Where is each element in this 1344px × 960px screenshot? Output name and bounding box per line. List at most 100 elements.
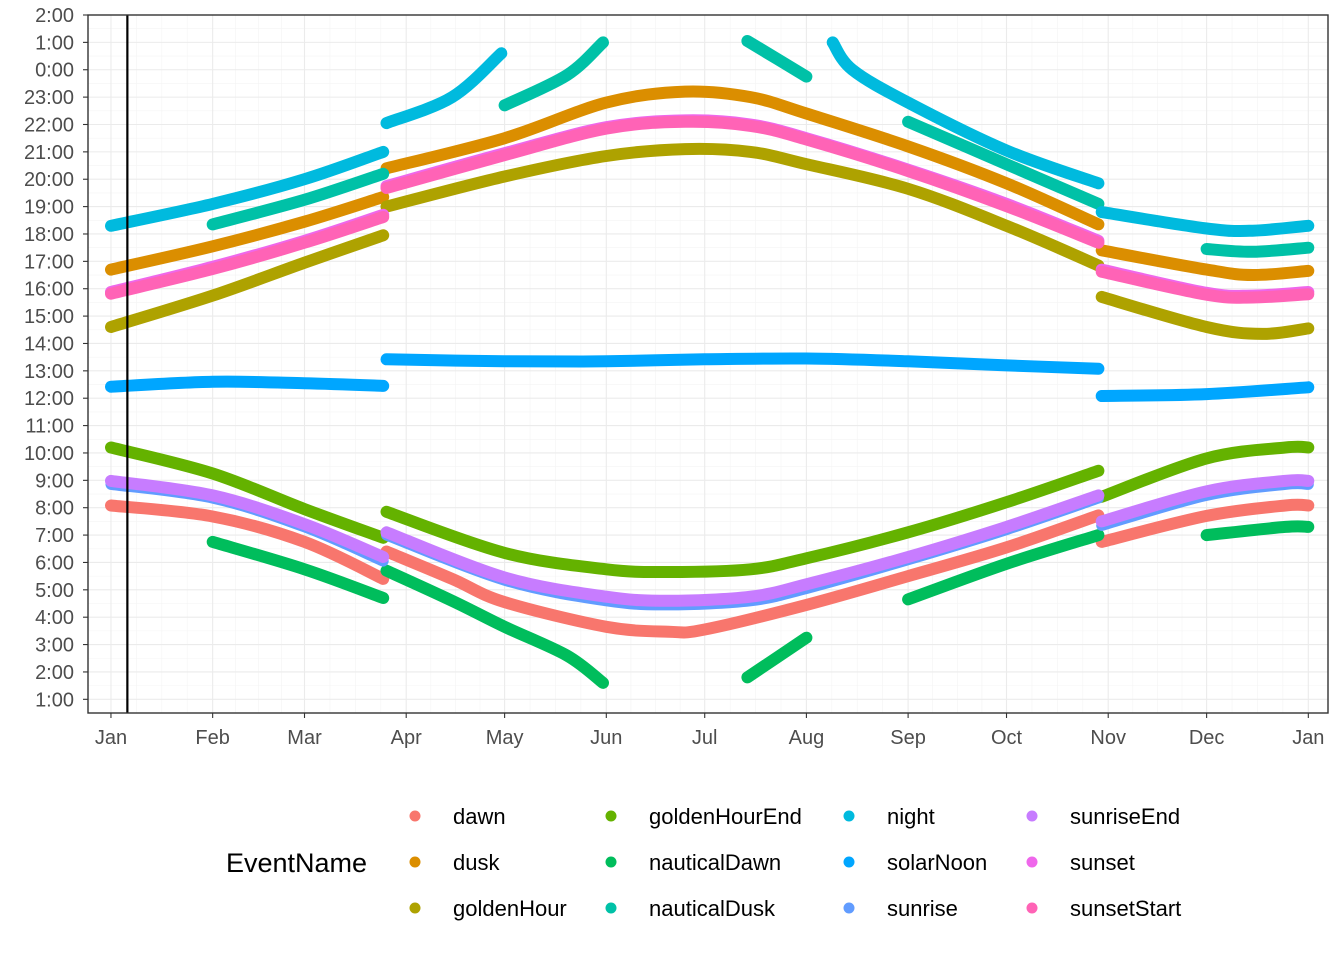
legend-key-night [843, 810, 855, 822]
x-tick-label: Jun [590, 727, 622, 749]
series-line-goldenHour [1095, 290, 1315, 340]
series-line-dawn [1095, 498, 1315, 548]
series-line-solarNoon [380, 352, 1105, 375]
x-tick-label: Jan [1292, 727, 1324, 749]
legend-label-nauticalDusk: nauticalDusk [649, 896, 776, 921]
legend-item-dusk: dusk [409, 850, 500, 875]
legend-item-sunriseEnd: sunriseEnd [1026, 804, 1180, 829]
plot-panel-border [87, 14, 1329, 714]
legend-item-solarNoon: solarNoon [843, 850, 987, 875]
y-tick-label: 9:00 [35, 470, 74, 492]
y-tick-label: 17:00 [24, 251, 74, 273]
y-tick-label: 15:00 [24, 306, 74, 328]
y-tick-label: 2:00 [35, 662, 74, 684]
series-line-nauticalDusk [498, 36, 609, 112]
legend-item-nauticalDusk: nauticalDusk [605, 896, 776, 921]
legend-key-dawn [409, 810, 421, 822]
legend-key-sunrise [843, 902, 855, 914]
series-line-nauticalDusk [1200, 241, 1315, 258]
series-line-night [105, 145, 390, 232]
legend-label-sunriseEnd: sunriseEnd [1070, 804, 1180, 829]
legend-item-goldenHour: goldenHour [409, 896, 567, 921]
legend-key-sunriseEnd [1026, 810, 1038, 822]
legend-label-sunset: sunset [1070, 850, 1135, 875]
series-line-dawn [105, 499, 390, 585]
series-line-sunsetStart [105, 211, 390, 300]
legend-key-goldenHour [409, 902, 421, 914]
series-line-goldenHourEnd [105, 441, 390, 544]
series-line-goldenHourEnd [380, 464, 1105, 579]
y-tick-label: 18:00 [24, 224, 74, 246]
legend-title: EventName [226, 848, 367, 878]
y-tick-label: 11:00 [25, 416, 74, 438]
x-tick-label: Dec [1189, 727, 1225, 749]
legend-item-nauticalDawn: nauticalDawn [605, 850, 781, 875]
y-tick-label: 20:00 [24, 169, 74, 191]
y-tick-label: 3:00 [35, 635, 74, 657]
legend-label-sunrise: sunrise [887, 896, 958, 921]
x-tick-label: Nov [1090, 727, 1126, 749]
x-tick-label: Aug [789, 727, 825, 749]
legend-label-nauticalDawn: nauticalDawn [649, 850, 781, 875]
series-line-sunriseEnd [105, 474, 390, 563]
y-tick-label: 1:00 [35, 689, 74, 711]
series-line-nauticalDusk [741, 35, 813, 83]
legend-label-solarNoon: solarNoon [887, 850, 987, 875]
legend-label-dawn: dawn [453, 804, 506, 829]
legend-item-sunset: sunset [1026, 850, 1135, 875]
x-tick-label: Mar [287, 727, 322, 749]
legend-key-sunset [1026, 856, 1038, 868]
series-line-nauticalDawn [902, 529, 1105, 606]
y-tick-label: 22:00 [24, 114, 74, 136]
y-tick-label: 21:00 [24, 142, 74, 164]
series-line-goldenHour [105, 229, 390, 333]
x-tick-label: Oct [991, 727, 1023, 749]
x-tick-label: Sep [890, 727, 926, 749]
legend-key-goldenHourEnd [605, 810, 617, 822]
legend: EventName dawn dusk goldenHour goldenHourEnd… [226, 804, 1181, 921]
series-line-nauticalDusk [206, 167, 390, 231]
series-line-nauticalDawn [741, 631, 813, 684]
y-tick-label: 4:00 [35, 607, 74, 629]
series-line-solarNoon [105, 375, 390, 393]
legend-label-goldenHour: goldenHour [453, 896, 567, 921]
legend-key-solarNoon [843, 856, 855, 868]
series-line-night [380, 47, 508, 130]
legend-item-sunsetStart: sunsetStart [1026, 896, 1181, 921]
series-line-night [1095, 206, 1315, 238]
y-tick-label: 1:00 [35, 32, 74, 54]
legend-item-sunrise: sunrise [843, 896, 958, 921]
series-line-sunsetStart [380, 115, 1105, 249]
series-line-night [826, 36, 1105, 190]
series-line-dusk [105, 191, 390, 276]
y-tick-label: 8:00 [35, 498, 74, 520]
legend-key-sunsetStart [1026, 902, 1038, 914]
series-layer [105, 35, 1315, 689]
legend-label-goldenHourEnd: goldenHourEnd [649, 804, 802, 829]
x-tick-label: May [486, 727, 524, 749]
series-line-goldenHour [380, 142, 1105, 272]
x-tick-label: Feb [195, 727, 229, 749]
y-tick-label: 2:00 [35, 5, 74, 27]
y-tick-label: 23:00 [24, 87, 74, 109]
y-tick-label: 12:00 [24, 388, 74, 410]
series-line-solarNoon [1095, 381, 1315, 402]
y-tick-label: 5:00 [35, 580, 74, 602]
series-line-dusk [1095, 244, 1315, 282]
series-line-nauticalDawn [380, 564, 609, 689]
series-line-sunriseEnd [380, 489, 1105, 607]
y-tick-label: 16:00 [24, 279, 74, 301]
series-line-nauticalDawn [1200, 520, 1315, 542]
legend-key-dusk [409, 856, 421, 868]
series-line-sunsetStart [1095, 265, 1315, 304]
series-line-goldenHourEnd [1095, 440, 1315, 503]
legend-item-dawn: dawn [409, 804, 506, 829]
legend-label-dusk: dusk [453, 850, 500, 875]
y-tick-label: 19:00 [24, 197, 74, 219]
x-tick-label: Apr [391, 727, 422, 749]
x-axis: Jan Feb Mar Apr May Jun Jul Aug Sep Oct Nov Dec Jan [95, 713, 1324, 749]
y-tick-label: 13:00 [24, 361, 74, 383]
series-line-nauticalDusk [902, 115, 1105, 210]
y-tick-label: 0:00 [35, 60, 74, 82]
